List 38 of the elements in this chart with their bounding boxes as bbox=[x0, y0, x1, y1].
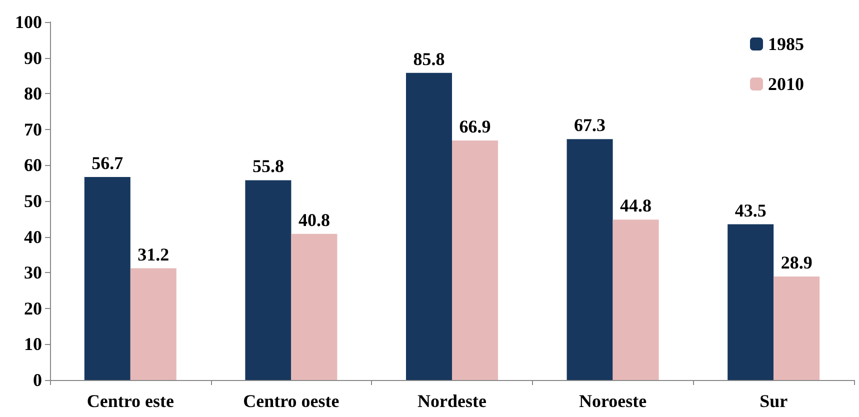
data-label: 43.5 bbox=[734, 200, 766, 220]
y-tick-label: 80 bbox=[24, 84, 42, 104]
data-label: 67.3 bbox=[574, 115, 606, 136]
bar bbox=[612, 220, 659, 380]
bar bbox=[130, 268, 176, 380]
bar bbox=[291, 234, 338, 380]
x-tick-label: Centro este bbox=[86, 391, 174, 411]
data-label: 56.7 bbox=[92, 153, 124, 174]
y-tick-label: 20 bbox=[24, 298, 42, 318]
x-tick-label: Noroeste bbox=[578, 391, 647, 411]
bar bbox=[452, 140, 498, 380]
data-label: 28.9 bbox=[780, 252, 812, 273]
x-tick-label: Centro oeste bbox=[243, 391, 340, 411]
x-tick-label: Sur bbox=[760, 391, 788, 411]
y-tick-label: 0 bbox=[33, 370, 42, 390]
data-label: 66.9 bbox=[459, 116, 491, 136]
bar bbox=[728, 224, 774, 380]
y-tick-label: 90 bbox=[24, 48, 42, 68]
legend-label: 1985 bbox=[768, 34, 804, 54]
legend-label: 2010 bbox=[768, 74, 804, 94]
data-label: 85.8 bbox=[413, 48, 445, 69]
y-tick-label: 40 bbox=[24, 226, 42, 247]
bar bbox=[84, 177, 130, 380]
y-tick-label: 10 bbox=[24, 334, 42, 354]
y-tick-label: 60 bbox=[24, 155, 42, 176]
bar bbox=[245, 180, 292, 380]
y-tick-label: 50 bbox=[24, 191, 42, 211]
bar bbox=[406, 72, 452, 380]
data-label: 40.8 bbox=[298, 210, 330, 230]
x-tick-label: Nordeste bbox=[418, 391, 486, 411]
data-label: 44.8 bbox=[620, 196, 652, 216]
data-label: 55.8 bbox=[252, 156, 284, 176]
y-tick-label: 30 bbox=[24, 262, 42, 283]
bar bbox=[566, 139, 613, 380]
y-tick-label: 100 bbox=[15, 12, 42, 32]
data-label: 31.2 bbox=[138, 244, 170, 264]
bar bbox=[774, 276, 820, 380]
y-tick-label: 70 bbox=[24, 119, 42, 140]
